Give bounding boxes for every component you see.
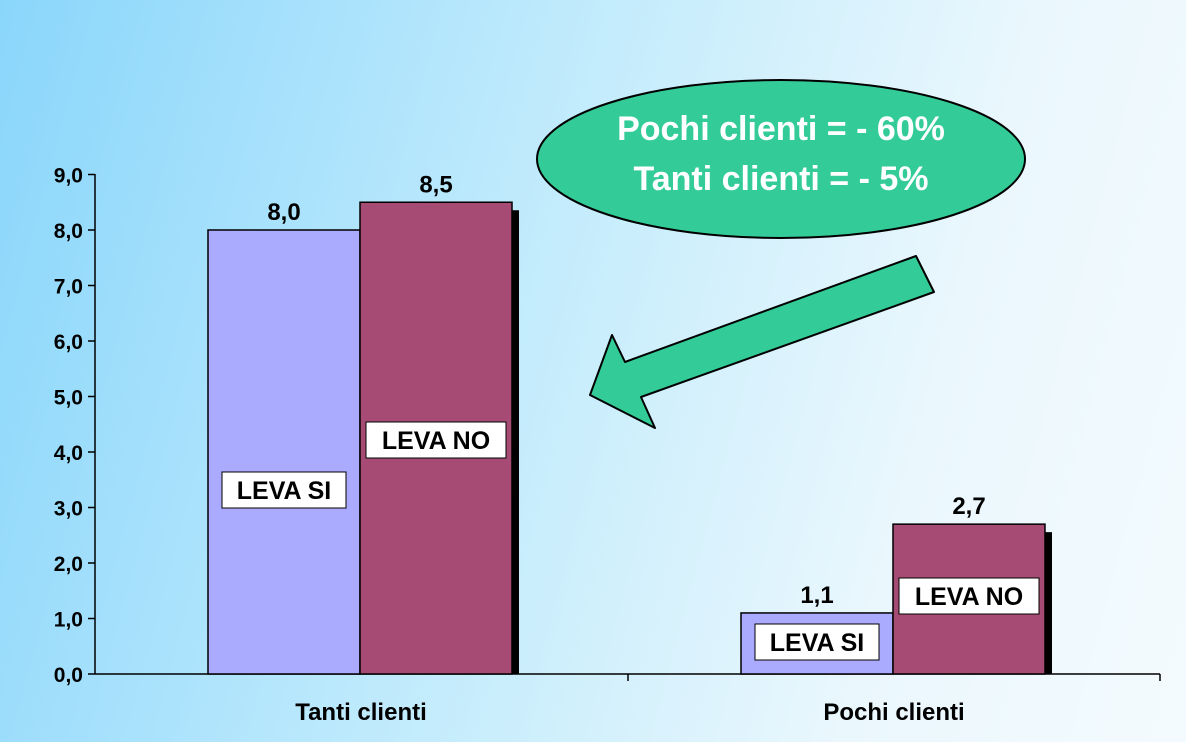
series-name-box xyxy=(754,623,880,661)
y-tick-label: 1,0 xyxy=(54,609,83,632)
y-tick-label: 0,0 xyxy=(54,664,83,687)
y-tick-label: 5,0 xyxy=(54,387,83,410)
callout-line-2: Tanti clienti = - 5% xyxy=(633,160,928,198)
bar-shadow xyxy=(1045,532,1052,674)
data-label: 8,0 xyxy=(267,199,300,226)
callout-line-1: Pochi clienti = - 60% xyxy=(617,110,945,148)
data-label: 8,5 xyxy=(419,171,452,198)
series-name-label: LEVA SI xyxy=(237,477,331,505)
y-tick-label: 3,0 xyxy=(54,498,83,521)
y-tick-label: 6,0 xyxy=(54,331,83,354)
bar-labels: 8,0 LEVA SI 8,5 LEVA NO 1,1 LEVA SI 2,7 LEVA NO xyxy=(221,171,1040,661)
bar-leva-si-0 xyxy=(207,229,361,675)
y-tick-label: 2,0 xyxy=(54,553,83,576)
bar-shadow xyxy=(512,210,519,674)
y-tick-label: 7,0 xyxy=(54,276,83,299)
series-name-box xyxy=(898,577,1040,615)
y-tick-label: 9,0 xyxy=(54,165,83,188)
bar-shadows xyxy=(512,210,1052,674)
y-axis-ticks: 0,0 1,0 2,0 3,0 4,0 5,0 6,0 7,0 8,0 9,0 xyxy=(54,165,95,687)
series-name-box xyxy=(365,421,507,459)
series-name-label: LEVA SI xyxy=(770,629,864,657)
series-name-box xyxy=(221,471,347,509)
category-label-pochi-clienti: Pochi clienti xyxy=(823,699,964,726)
callout-arrow xyxy=(589,255,935,429)
y-tick-label: 4,0 xyxy=(54,442,83,465)
series-name-label: LEVA NO xyxy=(915,583,1023,611)
callout-bubble: Pochi clienti = - 60% Tanti clienti = - … xyxy=(536,79,1026,239)
category-label-tanti-clienti: Tanti clienti xyxy=(295,699,427,726)
data-label: 2,7 xyxy=(952,493,985,520)
series-name-label: LEVA NO xyxy=(382,427,490,455)
data-label: 1,1 xyxy=(800,582,833,609)
y-tick-label: 8,0 xyxy=(54,220,83,243)
